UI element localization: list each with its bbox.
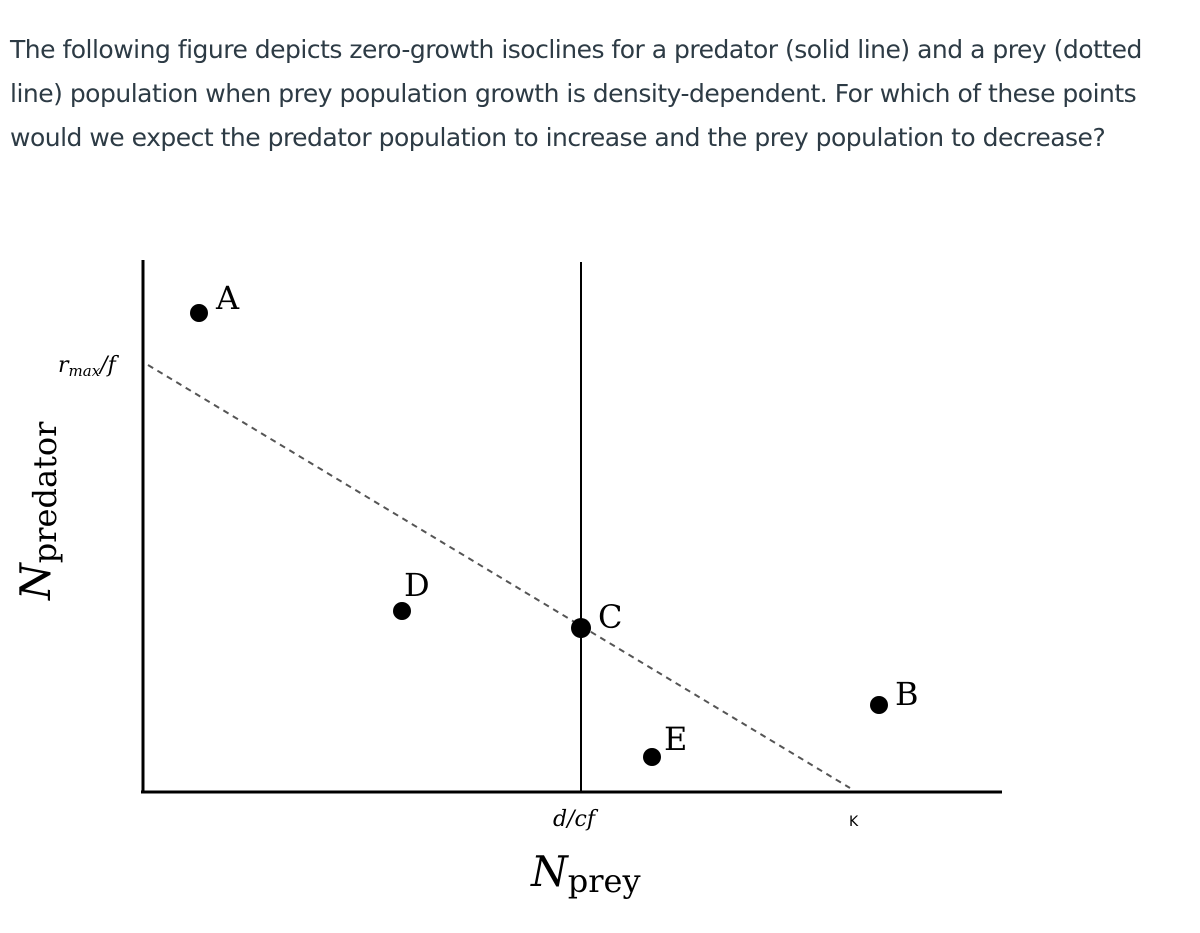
- point-e: [643, 748, 661, 766]
- point-a-label: A: [215, 279, 240, 317]
- point-b: [870, 696, 888, 714]
- point-b-label: B: [895, 675, 919, 713]
- point-a: [190, 304, 208, 322]
- point-d-label: D: [404, 566, 430, 604]
- question-text: The following figure depicts zero-growth…: [10, 35, 1142, 152]
- prey-isocline: [147, 364, 851, 789]
- y-axis-label: Npredator: [11, 421, 64, 601]
- point-c-label: C: [598, 598, 622, 636]
- y-tick-rmax-f: rmax/f: [58, 353, 120, 380]
- point-d: [393, 602, 411, 620]
- x-tick-dcf: d/cf: [553, 807, 599, 832]
- x-axis-label: Nprey: [530, 847, 641, 900]
- point-e-label: E: [664, 720, 687, 758]
- point-c: [571, 618, 591, 638]
- x-tick-k: K: [849, 814, 859, 830]
